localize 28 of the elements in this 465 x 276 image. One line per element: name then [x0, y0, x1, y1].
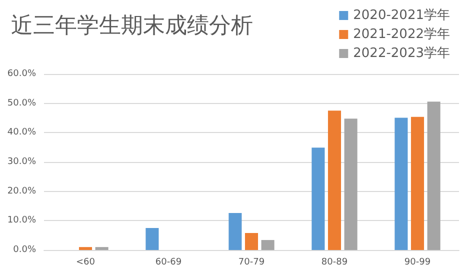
chart-title: 近三年学生期末成绩分析 — [11, 14, 253, 38]
x-tick-label: 60-69 — [155, 258, 182, 268]
y-tick-label: 50.0% — [7, 98, 36, 108]
y-tick-label: 30.0% — [7, 157, 36, 167]
bar — [394, 118, 408, 250]
legend-label: 2020-2021学年 — [353, 8, 450, 23]
x-tick-label: 80-89 — [321, 258, 348, 268]
bar — [427, 102, 440, 250]
y-tick-label: 60.0% — [7, 69, 36, 79]
y-tick-label: 0.0% — [13, 245, 36, 255]
bar — [244, 232, 258, 250]
y-tick-label: 10.0% — [7, 216, 36, 226]
bar — [146, 228, 159, 250]
bar — [328, 110, 342, 250]
bar — [95, 247, 108, 250]
x-tick-label: <60 — [76, 258, 96, 268]
y-tick-label: 40.0% — [7, 128, 36, 138]
x-tick-label: 70-79 — [238, 258, 265, 268]
bar — [344, 118, 358, 250]
legend-label: 2022-2023学年 — [353, 46, 450, 61]
legend-label: 2021-2022学年 — [353, 27, 450, 42]
x-tick-label: 90-99 — [404, 258, 431, 268]
bar — [261, 240, 274, 250]
bar — [410, 116, 424, 250]
bar — [78, 247, 92, 250]
bar — [228, 213, 242, 250]
bar — [312, 148, 325, 250]
y-tick-label: 20.0% — [7, 186, 36, 196]
